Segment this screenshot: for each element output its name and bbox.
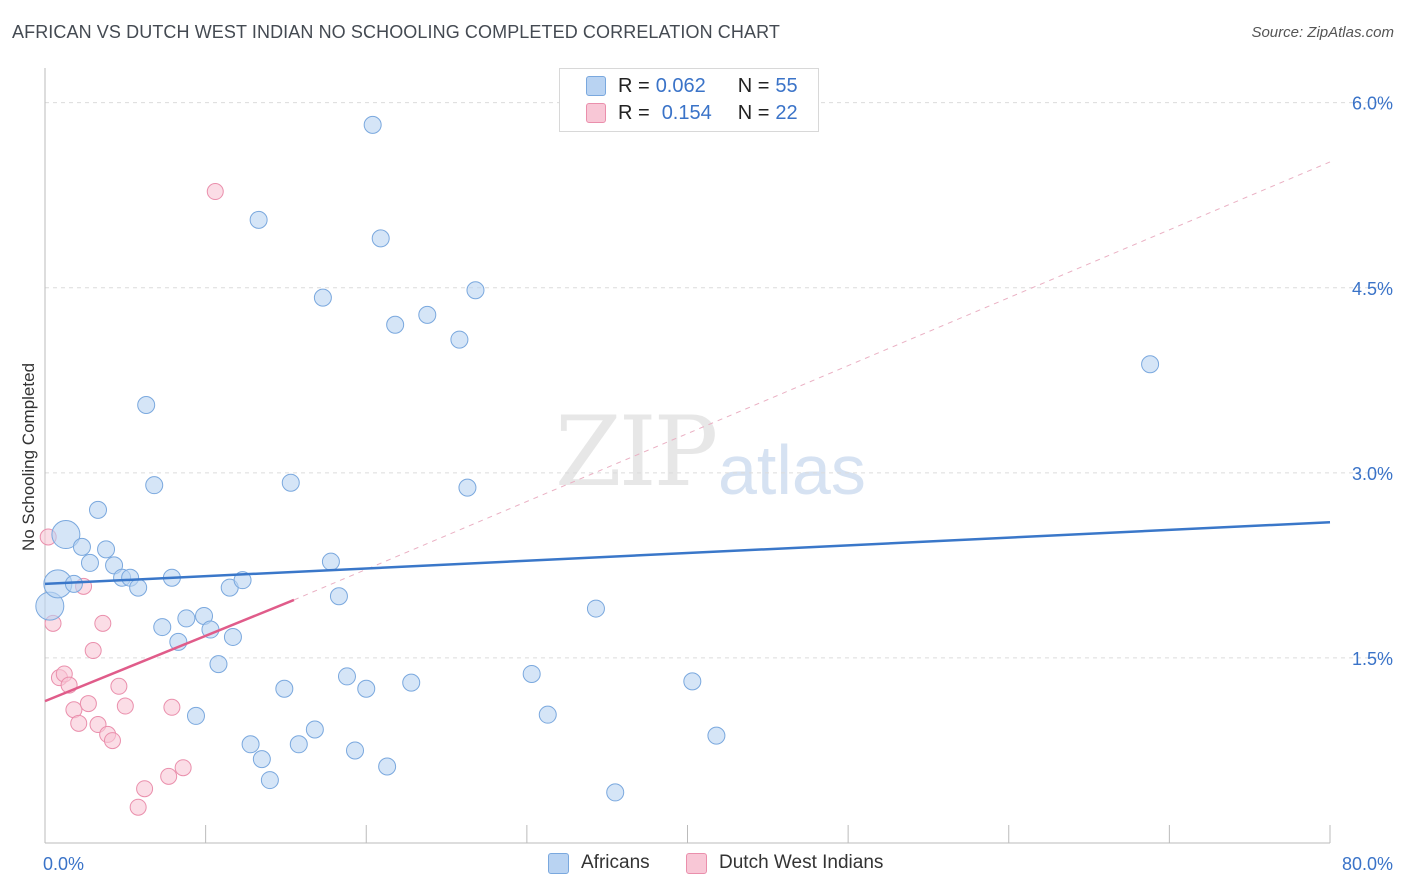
africans-point bbox=[466, 281, 485, 300]
y-tick-label: 6.0% bbox=[1352, 94, 1393, 114]
dutch-west-indians-point bbox=[206, 183, 224, 201]
legend-r-value: 0.154 bbox=[661, 101, 712, 124]
africans-point bbox=[586, 599, 605, 618]
legend-n-value: 55 bbox=[775, 74, 798, 97]
x-tick-label: 80.0% bbox=[1342, 854, 1393, 874]
legend-row-dutch-west-indians: R = 0.154 N = 22 bbox=[586, 100, 798, 126]
africans-point bbox=[80, 553, 99, 572]
dutch-west-indians-point bbox=[79, 695, 97, 713]
africans-point bbox=[97, 540, 116, 559]
legend-n-label: N = bbox=[737, 74, 770, 97]
africans-point bbox=[145, 476, 164, 495]
watermark-zip: ZIP bbox=[555, 396, 718, 508]
africans-point bbox=[72, 537, 91, 556]
africans-point bbox=[450, 330, 469, 349]
africans-point bbox=[418, 305, 437, 324]
africans-point bbox=[707, 726, 726, 745]
africans-point bbox=[538, 705, 557, 724]
africans-point bbox=[458, 478, 477, 497]
africans-point bbox=[313, 288, 332, 307]
legend-swatch-dutch-west-indians bbox=[586, 103, 606, 123]
y-tick-label: 3.0% bbox=[1352, 464, 1393, 484]
source-label: Source: ZipAtlas.com bbox=[1251, 24, 1394, 41]
africans-point bbox=[363, 115, 382, 134]
africans-point bbox=[275, 679, 294, 698]
legend-n-label: N = bbox=[737, 101, 770, 124]
africans-point bbox=[241, 735, 260, 754]
dutch-west-indians-point bbox=[110, 677, 128, 695]
bottom-legend-swatch-africans bbox=[548, 852, 569, 874]
dutch-west-indians-point bbox=[160, 767, 178, 785]
africans-point bbox=[249, 210, 268, 229]
africans-point bbox=[402, 673, 421, 692]
legend-r-value: 0.062 bbox=[655, 74, 706, 97]
africans-point bbox=[153, 618, 172, 637]
africans-point bbox=[186, 706, 205, 725]
africans-point bbox=[357, 679, 376, 698]
dutch-west-indians-point bbox=[116, 697, 134, 715]
africans-point bbox=[337, 667, 356, 686]
x-tick-label: 0.0% bbox=[43, 854, 84, 874]
dutch-west-indians-point bbox=[70, 714, 88, 732]
legend-swatch-africans bbox=[586, 76, 606, 96]
africans-trend-line bbox=[44, 520, 1331, 586]
africans-point bbox=[386, 315, 405, 334]
legend-n-value: 22 bbox=[775, 101, 798, 124]
dutch-west-indians-trend-line bbox=[44, 598, 295, 703]
africans-point bbox=[137, 395, 156, 414]
africans-point bbox=[281, 473, 300, 492]
africans-point bbox=[683, 672, 702, 691]
legend-r-label: R = bbox=[618, 74, 650, 97]
africans-point bbox=[209, 655, 228, 674]
africans-point bbox=[305, 720, 324, 739]
correlation-legend: R = 0.062 N = 55 R = 0.154 N = 22 bbox=[559, 68, 819, 132]
bottom-legend-label-dutch-west-indians: Dutch West Indians bbox=[719, 852, 884, 873]
africans-point bbox=[378, 757, 397, 776]
africans-point bbox=[346, 741, 365, 760]
bottom-legend-africans: Africans bbox=[548, 852, 650, 874]
africans-point bbox=[89, 500, 108, 519]
africans-point bbox=[321, 552, 340, 571]
legend-row-africans: R = 0.062 N = 55 bbox=[586, 73, 798, 99]
dutch-west-indians-trend-extension bbox=[293, 161, 1331, 601]
y-tick-label: 4.5% bbox=[1352, 279, 1393, 299]
chart-title: AFRICAN VS DUTCH WEST INDIAN NO SCHOOLIN… bbox=[12, 22, 780, 42]
dutch-west-indians-point bbox=[103, 732, 121, 750]
africans-point bbox=[329, 587, 348, 606]
bottom-legend-label-africans: Africans bbox=[581, 852, 650, 873]
bottom-legend-dutch-west-indians: Dutch West Indians bbox=[686, 852, 883, 874]
dutch-west-indians-point bbox=[94, 614, 112, 632]
y-tick-label: 1.5% bbox=[1352, 649, 1393, 669]
dutch-west-indians-point bbox=[163, 698, 181, 716]
bottom-legend-swatch-dutch-west-indians bbox=[686, 852, 707, 874]
dutch-west-indians-point bbox=[129, 798, 147, 816]
dutch-west-indians-point bbox=[174, 759, 192, 777]
africans-point bbox=[129, 578, 148, 597]
dutch-west-indians-point bbox=[136, 780, 154, 798]
watermark-atlas: atlas bbox=[718, 431, 866, 509]
africans-point bbox=[177, 609, 196, 628]
africans-point bbox=[252, 750, 271, 769]
africans-point bbox=[260, 771, 279, 790]
africans-point bbox=[522, 664, 541, 683]
africans-point bbox=[223, 627, 242, 646]
africans-point bbox=[289, 735, 308, 754]
africans-point bbox=[606, 783, 625, 802]
africans-point bbox=[371, 229, 390, 248]
y-axis-label: No Schooling Completed bbox=[19, 363, 38, 551]
legend-r-label: R = bbox=[618, 101, 650, 124]
dutch-west-indians-point bbox=[84, 642, 102, 660]
africans-point bbox=[1141, 355, 1160, 374]
africans-point bbox=[51, 520, 81, 550]
africans-point bbox=[233, 571, 252, 590]
